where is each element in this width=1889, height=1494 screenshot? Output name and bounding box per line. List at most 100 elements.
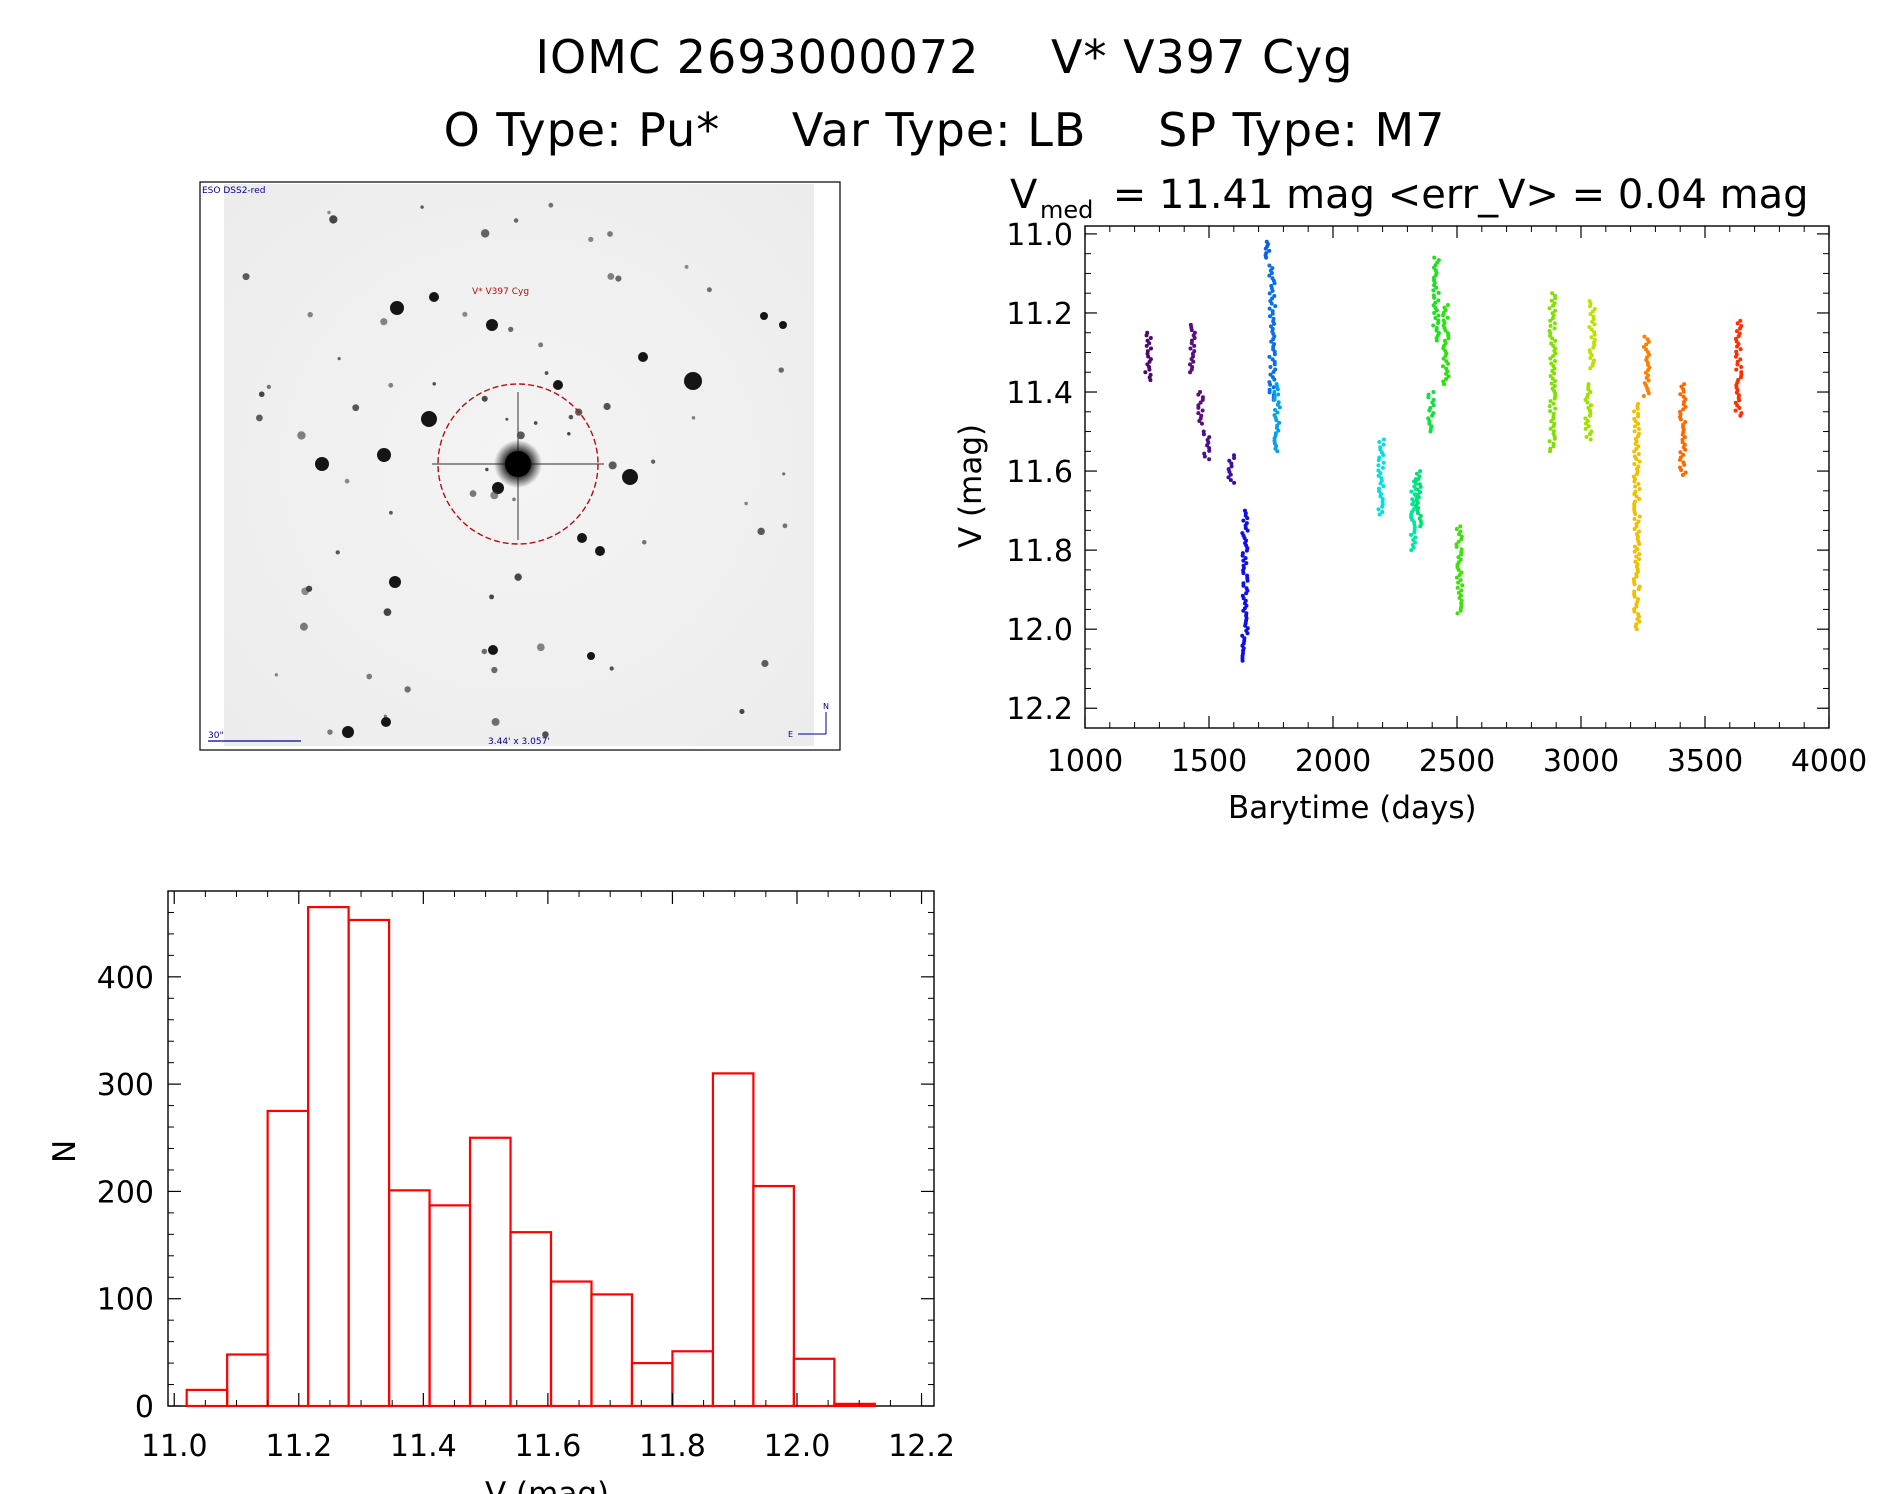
lc-point: [1637, 542, 1642, 547]
lc-point: [1632, 594, 1637, 599]
hist-xtick-label: 12.2: [888, 1429, 955, 1464]
lc-point: [1738, 413, 1743, 418]
lc-point: [1381, 460, 1386, 465]
lc-point: [1460, 583, 1465, 588]
lc-point: [1270, 311, 1275, 316]
star-icon: [366, 673, 373, 680]
scale-label: 30": [208, 731, 224, 741]
lc-point: [1737, 406, 1742, 411]
lc-point: [1459, 537, 1464, 542]
star-icon: [553, 380, 563, 390]
lc-point: [1418, 490, 1423, 495]
star-icon: [383, 714, 387, 718]
hist-bar: [387, 1189, 431, 1408]
lc-point: [1241, 583, 1246, 588]
lc-ytick-label: 12.2: [1006, 692, 1073, 727]
star-icon: [761, 659, 769, 668]
lc-point: [1272, 362, 1277, 367]
lc-point: [1635, 547, 1640, 552]
star-icon: [255, 414, 263, 422]
lc-point: [1275, 410, 1280, 415]
lc-point: [1547, 439, 1552, 444]
star-icon: [429, 292, 439, 302]
lc-point: [1431, 288, 1436, 293]
hist-bar: [630, 1361, 674, 1408]
hist-bar: [549, 1280, 593, 1408]
lc-point: [1551, 303, 1556, 308]
lc-point: [1632, 544, 1637, 549]
lc-point: [1192, 343, 1197, 348]
lc-point: [1268, 364, 1273, 369]
lc-point: [1588, 355, 1593, 360]
survey-label: ESO DSS2-red: [202, 186, 265, 196]
lc-point: [1240, 553, 1245, 558]
star-icon: [491, 717, 500, 726]
lc-point: [1458, 578, 1463, 583]
lc-point: [1634, 456, 1639, 461]
lc-point: [1636, 451, 1641, 456]
lc-point: [1272, 377, 1277, 382]
lc-point: [1738, 318, 1743, 323]
lc-point: [1436, 290, 1441, 295]
star-icon: [542, 731, 549, 738]
star-icon: [335, 550, 340, 555]
lc-point: [1418, 484, 1423, 489]
lc-point: [1589, 327, 1594, 332]
lc-point: [1552, 358, 1557, 363]
lc-point: [1643, 370, 1648, 375]
star-icon: [327, 729, 333, 735]
star-icon: [603, 402, 611, 411]
lc-point: [1380, 504, 1385, 509]
lc-point: [1376, 473, 1381, 478]
star-icon: [485, 467, 489, 472]
star-icon: [480, 229, 490, 238]
lc-point: [1636, 421, 1641, 426]
lc-point: [1550, 336, 1555, 341]
lc-point: [1632, 609, 1637, 614]
lc-point: [1590, 309, 1595, 314]
lc-point: [1739, 365, 1744, 370]
star-icon: [337, 357, 341, 361]
lc-point: [1632, 517, 1637, 522]
star-icon: [299, 622, 308, 631]
lc-point: [1637, 514, 1642, 519]
object-name: V* V397 Cyg: [1050, 30, 1354, 84]
lc-point: [1276, 392, 1281, 397]
star-icon: [489, 594, 495, 600]
star-icon: [778, 367, 784, 373]
lc-point: [1189, 328, 1194, 333]
lc-point: [1147, 367, 1152, 372]
lc-point: [1443, 328, 1448, 333]
lc-point: [1433, 315, 1438, 320]
object-id: IOMC 2693000072: [535, 30, 980, 84]
lc-xtick-label: 3000: [1543, 744, 1619, 779]
lc-point: [1427, 408, 1432, 413]
lc-point: [1735, 321, 1740, 326]
lc-point: [1677, 457, 1682, 462]
lc-point: [1244, 561, 1249, 566]
lc-point: [1548, 356, 1553, 361]
star-icon: [607, 231, 613, 237]
lc-point: [1376, 458, 1381, 463]
lc-point: [1243, 623, 1248, 628]
lc-point: [1588, 390, 1593, 395]
star-icon: [383, 608, 392, 617]
star-icon: [488, 645, 498, 655]
star-icon: [533, 421, 538, 425]
hist-xtick-label: 11.2: [265, 1429, 332, 1464]
star-icon: [258, 391, 265, 398]
lc-point: [1456, 567, 1461, 572]
lc-point: [1277, 405, 1282, 410]
o-type: O Type: Pu*: [443, 103, 721, 157]
lc-point: [1264, 255, 1269, 260]
lc-point: [1245, 578, 1250, 583]
lc-point: [1273, 304, 1278, 309]
lc-point: [1633, 484, 1638, 489]
lc-title-sub: med: [1040, 196, 1093, 224]
lc-point: [1272, 397, 1277, 402]
lc-point: [1549, 298, 1554, 303]
star-icon: [684, 264, 689, 269]
lc-point: [1632, 409, 1637, 414]
size-label: 3.44' x 3.057': [488, 737, 550, 747]
lc-point: [1456, 555, 1461, 560]
